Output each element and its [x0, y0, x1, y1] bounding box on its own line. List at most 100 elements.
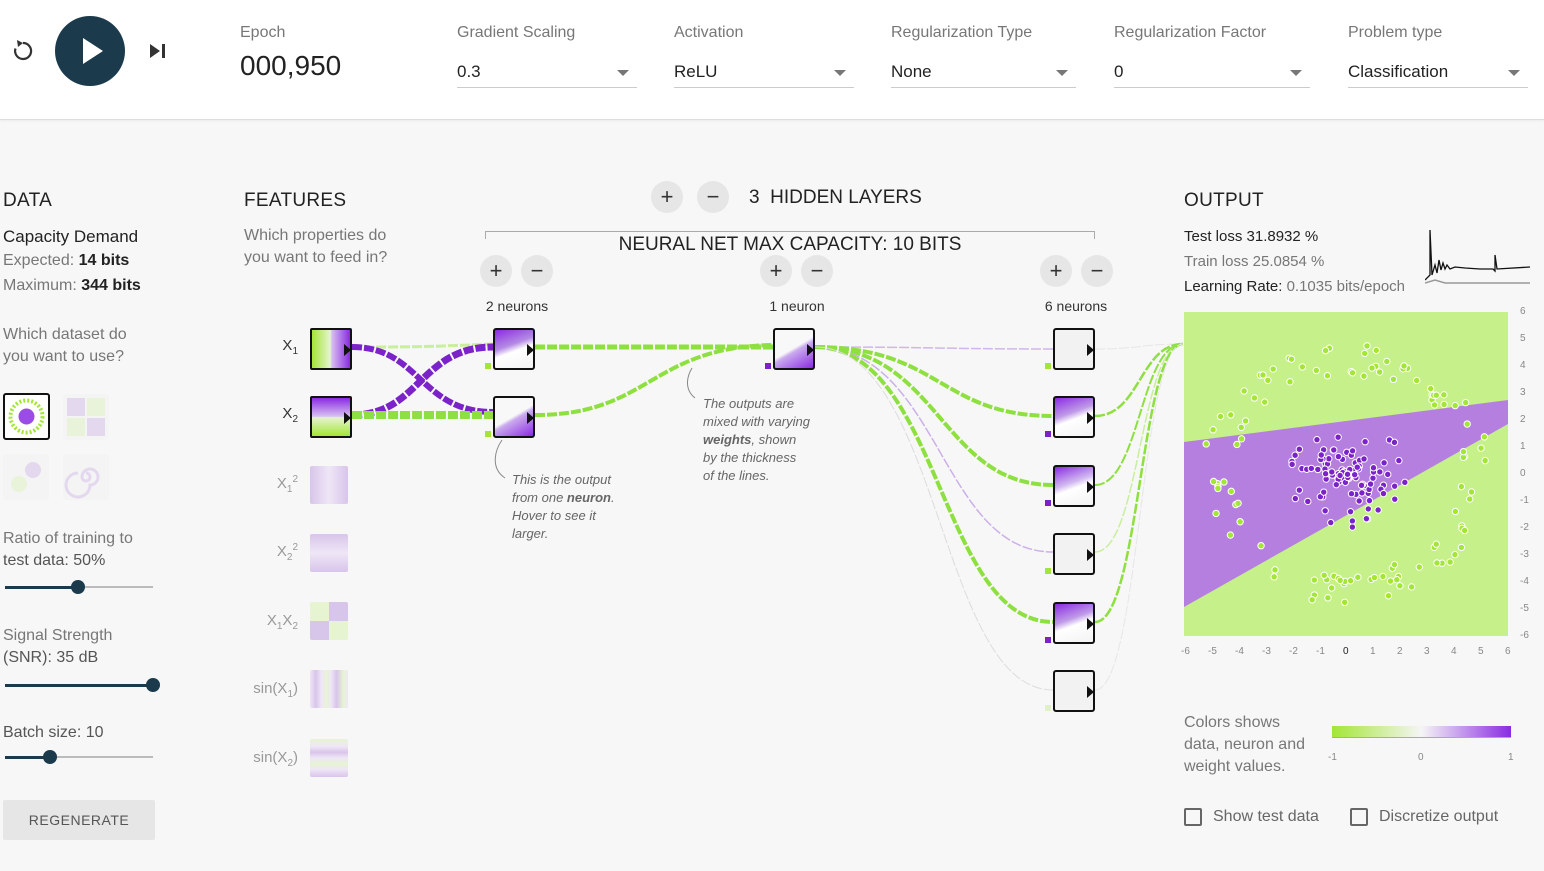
gradient-scaling-select[interactable]: 0.3: [457, 58, 637, 88]
bias-1-2[interactable]: [485, 431, 491, 437]
neuron-note-line-2: from one neuron.: [512, 490, 615, 505]
neuron-1-2[interactable]: [493, 396, 535, 438]
dataset-circle[interactable]: [3, 393, 50, 440]
bias-3-6[interactable]: [1045, 705, 1051, 711]
feature-x1sq-sup: 2: [292, 474, 298, 485]
activation-select[interactable]: ReLU: [674, 58, 854, 88]
layer-3-neurons-label: 6 neurons: [1044, 298, 1108, 314]
feature-x2sq-sup: 2: [292, 542, 298, 553]
output-arrow-icon: [1087, 412, 1093, 424]
show-test-data-label[interactable]: Show test data: [1213, 808, 1319, 825]
weights-note-line-1: The outputs are: [703, 396, 795, 411]
neuron-3-6[interactable]: [1053, 670, 1095, 712]
reset-button[interactable]: [8, 36, 38, 66]
ratio-slider-knob[interactable]: [71, 580, 85, 594]
positive-point: [1390, 482, 1399, 490]
neuron-3-3[interactable]: [1053, 465, 1095, 507]
batch-slider-track[interactable]: [5, 756, 153, 758]
positive-point: [1348, 517, 1357, 525]
batch-slider-knob[interactable]: [43, 750, 57, 764]
positive-point: [1369, 464, 1378, 472]
ratio-label-line-1: Ratio of training to: [3, 530, 133, 547]
dataset-question: Which dataset do you want to use?: [3, 324, 127, 368]
snr-slider-knob[interactable]: [146, 678, 160, 692]
epoch-value: 000,950: [240, 50, 342, 81]
feature-x1x2-base: X: [266, 612, 277, 629]
bias-1-1[interactable]: [485, 363, 491, 369]
bias-3-2[interactable]: [1045, 431, 1051, 437]
chevron-down-icon: [1508, 70, 1520, 76]
regularization-factor-label: Regularization Factor: [1114, 24, 1267, 41]
feature-sinx2-close: ): [293, 749, 298, 766]
bias-3-3[interactable]: [1045, 500, 1051, 506]
play-button[interactable]: [55, 16, 125, 86]
feature-x2[interactable]: [310, 396, 352, 438]
add-neuron-layer-3[interactable]: +: [1040, 255, 1072, 287]
dataset-spiral[interactable]: [63, 454, 109, 500]
legend-tick-zero: 0: [1418, 752, 1424, 763]
maximum-capacity: Maximum: 344 bits: [3, 275, 141, 297]
problem-type-select[interactable]: Classification: [1348, 58, 1528, 88]
dataset-xor[interactable]: [63, 394, 109, 440]
ratio-label: Ratio of training to test data: 50%: [3, 528, 133, 572]
neuron-1-1[interactable]: [493, 328, 535, 370]
positive-point: [1347, 490, 1356, 498]
remove-neuron-layer-2[interactable]: −: [801, 255, 833, 287]
negative-point: [1250, 394, 1259, 402]
data-title: DATA: [3, 190, 53, 211]
link-n33-out: [1094, 343, 1184, 486]
regenerate-button[interactable]: REGENERATE: [3, 800, 155, 840]
positive-point: [1366, 480, 1375, 488]
dataset-gauss[interactable]: [3, 454, 49, 500]
regularization-type-select[interactable]: None: [891, 58, 1076, 88]
neuron-3-1[interactable]: [1053, 328, 1095, 370]
negative-point: [1209, 426, 1217, 434]
regularization-factor-select[interactable]: 0: [1114, 58, 1310, 88]
add-neuron-layer-1[interactable]: +: [480, 255, 512, 287]
negative-point: [1264, 376, 1272, 385]
loss-sparkline: [1425, 229, 1530, 284]
feature-sin-x2[interactable]: [310, 739, 348, 777]
neuron-3-4[interactable]: [1053, 533, 1095, 575]
negative-point: [1451, 401, 1459, 410]
positive-point: [1401, 478, 1409, 487]
discretize-output-checkbox[interactable]: [1350, 808, 1368, 826]
snr-label-line-1: Signal Strength: [3, 627, 113, 644]
feature-x1x2[interactable]: [310, 602, 348, 640]
bias-3-1[interactable]: [1045, 363, 1051, 369]
maximum-label: Maximum:: [3, 277, 77, 294]
bias-2-1[interactable]: [765, 363, 771, 369]
remove-neuron-layer-3[interactable]: −: [1081, 255, 1113, 287]
add-neuron-layer-2[interactable]: +: [760, 255, 792, 287]
neuron-3-2[interactable]: [1053, 396, 1095, 438]
bias-3-5[interactable]: [1045, 637, 1051, 643]
positive-point: [1348, 523, 1357, 531]
negative-point: [1209, 477, 1218, 486]
positive-point: [1291, 451, 1299, 459]
neuron-3-5[interactable]: [1053, 602, 1095, 644]
show-test-data-checkbox[interactable]: [1184, 808, 1202, 826]
negative-point: [1384, 592, 1393, 600]
feature-x1-squared[interactable]: [310, 466, 348, 504]
feature-label-x2-squared: X22: [238, 542, 298, 563]
negative-point: [1214, 484, 1222, 493]
link-n31-out: [1094, 343, 1184, 350]
neuron-2-1[interactable]: [773, 328, 815, 370]
discretize-output-label[interactable]: Discretize output: [1379, 808, 1499, 825]
y-tick: -6: [1520, 630, 1529, 641]
feature-x1[interactable]: [310, 328, 352, 370]
negative-point: [1451, 507, 1460, 516]
x-tick: -1: [1316, 646, 1325, 657]
step-button[interactable]: [145, 38, 171, 64]
feature-sin-x1[interactable]: [310, 670, 348, 708]
add-layer-button[interactable]: +: [651, 181, 683, 213]
note-arrow-weights: [687, 367, 696, 399]
learning-rate: Learning Rate: 0.1035 bits/epoch: [1184, 278, 1405, 295]
remove-layer-button[interactable]: −: [697, 181, 729, 213]
output-arrow-icon: [527, 344, 533, 356]
negative-point: [1363, 342, 1371, 350]
feature-x1-base: X: [282, 337, 293, 354]
remove-neuron-layer-1[interactable]: −: [521, 255, 553, 287]
feature-x2-squared[interactable]: [310, 534, 348, 572]
bias-3-4[interactable]: [1045, 568, 1051, 574]
